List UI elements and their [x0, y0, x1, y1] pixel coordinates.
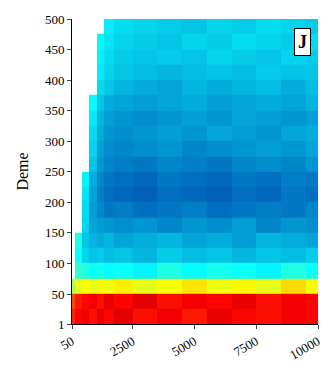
- svg-text:2500: 2500: [107, 333, 137, 359]
- svg-text:400: 400: [45, 73, 65, 88]
- svg-text:450: 450: [45, 42, 65, 57]
- svg-text:50: 50: [51, 287, 64, 302]
- svg-text:500: 500: [45, 12, 65, 27]
- svg-text:350: 350: [45, 103, 65, 118]
- svg-text:Deme: Deme: [14, 152, 31, 190]
- svg-text:10000: 10000: [287, 333, 323, 362]
- svg-text:J: J: [298, 32, 307, 52]
- svg-text:250: 250: [45, 164, 65, 179]
- svg-text:1: 1: [58, 317, 65, 332]
- svg-text:7500: 7500: [231, 333, 261, 359]
- svg-text:50: 50: [58, 333, 77, 352]
- svg-text:100: 100: [45, 256, 65, 271]
- svg-text:150: 150: [45, 225, 65, 240]
- svg-text:300: 300: [45, 134, 65, 149]
- svg-text:5000: 5000: [169, 333, 199, 359]
- svg-text:200: 200: [45, 195, 65, 210]
